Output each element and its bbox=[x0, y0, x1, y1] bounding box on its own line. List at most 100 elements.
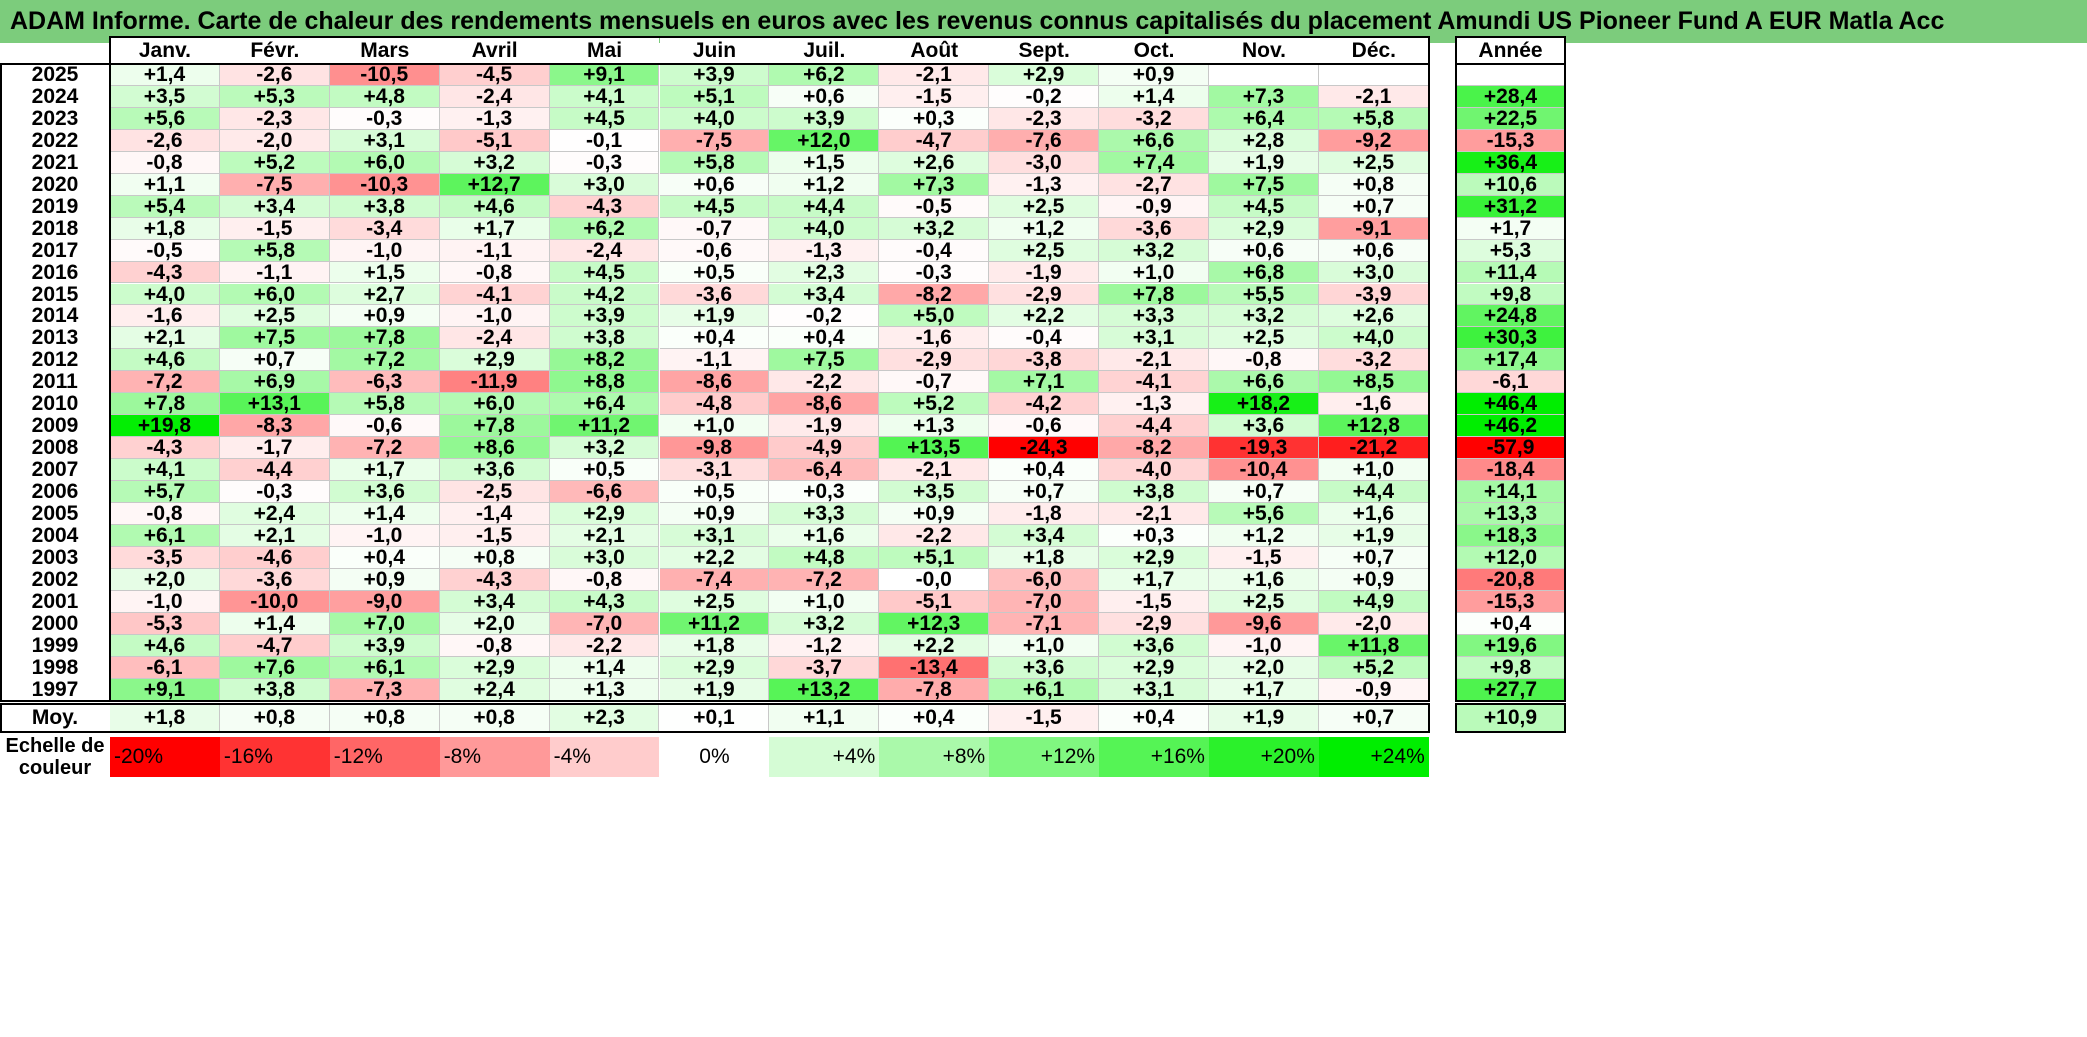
heatmap-cell: -1,5 bbox=[1099, 590, 1209, 613]
heatmap-cell: +4,5 bbox=[1209, 195, 1319, 218]
heatmap-cell: -3,6 bbox=[219, 568, 330, 591]
annual-cell: +46,2 bbox=[1456, 415, 1565, 438]
heatmap-cell: +6,1 bbox=[110, 524, 220, 547]
annual-cell bbox=[1456, 64, 1565, 86]
row-year-label: 2019 bbox=[0, 195, 110, 218]
row-year-label: 2016 bbox=[0, 261, 110, 284]
heatmap-cell: +1,0 bbox=[989, 634, 1100, 657]
heatmap-cell: +0,4 bbox=[659, 327, 770, 350]
heatmap-cell: +7,8 bbox=[439, 415, 550, 438]
heatmap-cell: -0,9 bbox=[1099, 195, 1209, 218]
heatmap-cell: -2,5 bbox=[439, 481, 550, 503]
annual-cell: +17,4 bbox=[1456, 349, 1565, 372]
heatmap-cell: +6,0 bbox=[329, 151, 440, 174]
heatmap-cell: +6,1 bbox=[989, 678, 1100, 701]
heatmap-cell: -7,2 bbox=[769, 568, 880, 591]
annual-cell: +10,6 bbox=[1456, 173, 1565, 196]
heatmap-cell: -1,5 bbox=[439, 524, 550, 547]
column-header: Juin bbox=[659, 37, 770, 64]
heatmap-cell: +7,6 bbox=[219, 656, 330, 679]
heatmap-cell: +2,1 bbox=[549, 524, 660, 547]
row-year-label: 2007 bbox=[0, 459, 110, 482]
heatmap-cell: +7,2 bbox=[329, 349, 440, 372]
column-header: Juil. bbox=[769, 37, 880, 64]
heatmap-cell: +6,4 bbox=[1209, 107, 1319, 130]
heatmap-cell: +8,6 bbox=[439, 437, 550, 460]
heatmap-cell bbox=[1318, 64, 1429, 86]
heatmap-cell: -6,4 bbox=[769, 459, 880, 482]
heatmap-cell: +4,4 bbox=[769, 195, 880, 218]
heatmap-cell: +3,4 bbox=[769, 283, 880, 306]
heatmap-cell: +18,2 bbox=[1209, 393, 1319, 416]
heatmap-cell: -2,6 bbox=[110, 129, 220, 152]
heatmap-cell: +3,2 bbox=[769, 612, 880, 635]
annual-cell: +9,8 bbox=[1456, 283, 1565, 306]
heatmap-cell: -8,2 bbox=[879, 283, 990, 306]
row-year-label: 2018 bbox=[0, 217, 110, 240]
scale-stop: +8% bbox=[879, 737, 990, 777]
heatmap-cell: +4,9 bbox=[1318, 590, 1429, 613]
heatmap-cell: -24,3 bbox=[989, 437, 1100, 460]
row-year-label: 2000 bbox=[0, 612, 110, 635]
heatmap-cell: -2,0 bbox=[1318, 612, 1429, 635]
heatmap-cell: -2,4 bbox=[439, 85, 550, 108]
heatmap-cell: +3,1 bbox=[1099, 678, 1209, 701]
heatmap-cell: -1,2 bbox=[769, 634, 880, 657]
annual-cell: +36,4 bbox=[1456, 151, 1565, 174]
heatmap-cell: +1,7 bbox=[1099, 568, 1209, 591]
heatmap-cell: -4,0 bbox=[1099, 459, 1209, 482]
heatmap-cell: +6,1 bbox=[329, 656, 440, 679]
heatmap-cell: -0,8 bbox=[549, 568, 660, 591]
heatmap-cell: -2,2 bbox=[769, 371, 880, 394]
heatmap-cell: +5,8 bbox=[1318, 107, 1429, 130]
heatmap-cell: +0,7 bbox=[1318, 546, 1429, 569]
heatmap-cell: +4,1 bbox=[110, 459, 220, 482]
heatmap-cell: -2,4 bbox=[549, 239, 660, 262]
heatmap-cell: +6,0 bbox=[439, 393, 550, 416]
scale-stop: -20% bbox=[110, 737, 220, 777]
heatmap-cell: -0,8 bbox=[110, 151, 220, 174]
heatmap-cell: -1,5 bbox=[219, 217, 330, 240]
heatmap-cell: -3,6 bbox=[659, 283, 770, 306]
annual-cell: -6,1 bbox=[1456, 371, 1565, 394]
row-year-label: 2006 bbox=[0, 481, 110, 503]
heatmap-cell: -0,5 bbox=[879, 195, 990, 218]
average-cell: +1,8 bbox=[110, 704, 220, 731]
heatmap-cell: +3,1 bbox=[329, 129, 440, 152]
heatmap-cell: +3,6 bbox=[989, 656, 1100, 679]
heatmap-cell: -10,5 bbox=[329, 64, 440, 86]
heatmap-cell: -5,3 bbox=[110, 612, 220, 635]
row-year-label: 2012 bbox=[0, 349, 110, 372]
scale-stop: +12% bbox=[989, 737, 1100, 777]
heatmap-cell: +7,3 bbox=[879, 173, 990, 196]
row-year-label: 2011 bbox=[0, 371, 110, 394]
average-row-label: Moy. bbox=[0, 704, 110, 731]
heatmap-cell: +4,2 bbox=[549, 283, 660, 306]
heatmap-cell: +2,5 bbox=[989, 239, 1100, 262]
heatmap-cell: -1,5 bbox=[879, 85, 990, 108]
heatmap-cell: -2,4 bbox=[439, 327, 550, 350]
heatmap-cell: -2,0 bbox=[219, 129, 330, 152]
heatmap-cell: +11,2 bbox=[549, 415, 660, 438]
heatmap-cell: -8,3 bbox=[219, 415, 330, 438]
heatmap-cell: -6,0 bbox=[989, 568, 1100, 591]
heatmap-cell: +6,2 bbox=[549, 217, 660, 240]
column-header: Janv. bbox=[110, 37, 220, 64]
heatmap-cell: +5,4 bbox=[110, 195, 220, 218]
heatmap-cell: +3,8 bbox=[219, 678, 330, 701]
heatmap-cell: +2,2 bbox=[989, 305, 1100, 328]
heatmap-cell: +3,6 bbox=[1099, 634, 1209, 657]
heatmap-cell: -19,3 bbox=[1209, 437, 1319, 460]
heatmap-cell: -0,6 bbox=[659, 239, 770, 262]
average-cell: -1,5 bbox=[989, 704, 1100, 731]
heatmap-cell: +11,8 bbox=[1318, 634, 1429, 657]
heatmap-cell: +6,6 bbox=[1099, 129, 1209, 152]
column-header: Déc. bbox=[1318, 37, 1429, 64]
heatmap-cell: +1,7 bbox=[439, 217, 550, 240]
heatmap-cell: -4,3 bbox=[110, 261, 220, 284]
heatmap-cell: +2,9 bbox=[1209, 217, 1319, 240]
heatmap-cell: +5,6 bbox=[110, 107, 220, 130]
heatmap-cell: -4,2 bbox=[989, 393, 1100, 416]
annual-cell: +24,8 bbox=[1456, 305, 1565, 328]
heatmap-cell: +3,2 bbox=[879, 217, 990, 240]
